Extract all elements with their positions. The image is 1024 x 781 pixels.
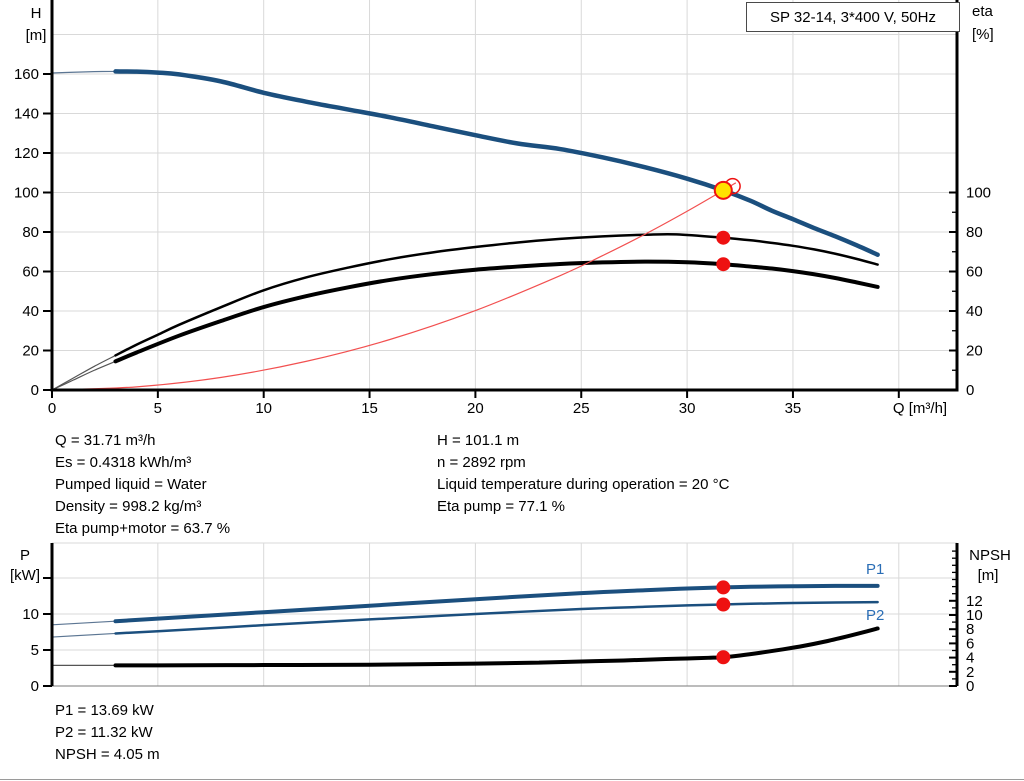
p2-curve-thin [51, 632, 116, 638]
tick-label: 100 [14, 185, 39, 202]
info-line: Density = 998.2 kg/m³ [55, 498, 202, 515]
tick-label: 2 [966, 664, 974, 681]
tick-label: 35 [785, 400, 802, 417]
tick-label: 5 [31, 642, 39, 659]
info-line: Es = 0.4318 kWh/m³ [55, 454, 192, 471]
system-parabola [51, 182, 737, 391]
info-line: Eta pump = 77.1 % [437, 498, 565, 515]
eta-pump-motor-curve [113, 259, 880, 364]
tick-label: 4 [966, 650, 974, 667]
tick-label: 120 [14, 145, 39, 162]
tick-label: 8 [966, 621, 974, 638]
duty-point-marker[interactable] [713, 180, 733, 200]
left-axis-title: P [20, 547, 30, 564]
info-line: Liquid temperature during operation = 20… [437, 476, 730, 493]
tick-label: 6 [966, 635, 974, 652]
right-axis-title: [%] [972, 26, 994, 43]
head-curve-thin [51, 70, 116, 74]
tick-label: 10 [966, 607, 983, 624]
p1-point-marker [716, 580, 731, 595]
duty-info-block-right: H = 101.1 m n = 2892 rpm Liquid temperatur… [437, 430, 729, 518]
tick-label: 0 [31, 678, 39, 695]
tick-label: 0 [966, 382, 974, 399]
tick-label: 40 [966, 303, 983, 320]
tick-label: 20 [966, 343, 983, 360]
series-label-p2: P2 [866, 607, 884, 624]
pump-title-box: SP 32-14, 3*400 V, 50Hz [746, 2, 960, 32]
info-line: Q = 31.71 m³/h [55, 432, 156, 449]
pump-title-label: SP 32-14, 3*400 V, 50Hz [770, 8, 936, 26]
power-info-block: P1 = 13.69 kW P2 = 11.32 kW NPSH = 4.05 m [55, 700, 160, 766]
right-axis-title: NPSH [969, 547, 1011, 564]
eta-pump-motor-curve-thin [51, 360, 116, 391]
tick-label: 10 [255, 400, 272, 417]
tick-label: 60 [966, 264, 983, 281]
eta-pump-curve [114, 232, 879, 357]
tick-label: 160 [14, 66, 39, 83]
p2-point-marker [716, 597, 731, 612]
info-line: Pumped liquid = Water [55, 476, 207, 493]
tick-label: 100 [966, 185, 991, 202]
npsh-curve [113, 626, 880, 668]
right-axis-title: eta [972, 3, 994, 20]
tick-label: 25 [573, 400, 590, 417]
left-axis-title: [kW] [10, 567, 40, 584]
tick-label: 80 [966, 224, 983, 241]
info-line: Eta pump+motor = 63.7 % [55, 520, 231, 537]
p2-curve [114, 600, 879, 635]
left-axis-title: H [31, 5, 42, 22]
eta-pump-curve-thin [51, 354, 116, 391]
eta-pump-point-marker [716, 230, 731, 245]
tick-label: 80 [22, 224, 39, 241]
p1-curve [113, 583, 880, 624]
info-line: H = 101.1 m [437, 432, 520, 449]
series-label-p1: P1 [866, 561, 884, 578]
tick-label: 20 [467, 400, 484, 417]
tick-label: 12 [966, 593, 983, 610]
tick-label: 0 [48, 400, 56, 417]
tick-label: 140 [14, 106, 39, 123]
info-line: P1 = 13.69 kW [55, 702, 154, 719]
left-axis-title: [m] [26, 27, 47, 44]
tick-label: 10 [22, 606, 39, 623]
npsh-point-marker [716, 650, 731, 665]
info-line: n = 2892 rpm [437, 454, 526, 471]
tick-label: 30 [679, 400, 696, 417]
head-curve [113, 69, 880, 257]
info-line: P2 = 11.32 kW [55, 724, 153, 741]
bottom-divider [0, 779, 1024, 780]
tick-label: 20 [22, 343, 39, 360]
tick-label: 0 [966, 678, 974, 695]
info-line: NPSH = 4.05 m [55, 746, 160, 763]
tick-label: 15 [361, 400, 378, 417]
tick-label: 5 [154, 400, 162, 417]
tick-label: 40 [22, 303, 39, 320]
p1-curve-thin [51, 620, 116, 626]
eta-pump-motor-point-marker [716, 257, 731, 272]
right-axis-title: [m] [978, 567, 999, 584]
tick-label: 60 [22, 264, 39, 281]
tick-label: 0 [31, 382, 39, 399]
x-axis-title: Q [m³/h] [893, 400, 947, 417]
duty-info-block-left: Q = 31.71 m³/h Es = 0.4318 kWh/m³ Pumped l… [55, 430, 230, 540]
